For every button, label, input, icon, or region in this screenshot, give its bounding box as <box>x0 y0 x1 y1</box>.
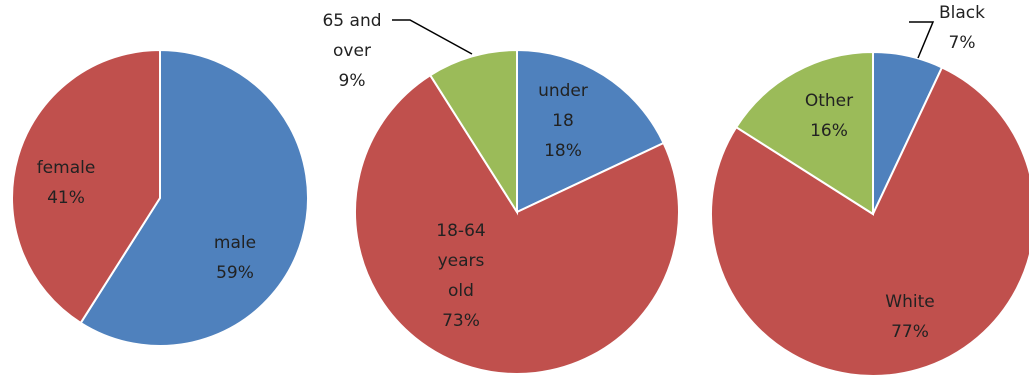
data-label-other: Other 16% <box>805 91 853 141</box>
pie-slice-65-and-over <box>428 48 518 216</box>
category-label-white: White <box>885 292 934 312</box>
data-label-under-18: under 18 18% <box>538 81 588 161</box>
value-label-under-18: 18% <box>544 141 582 161</box>
data-label-65-and-over: 65 and over 9% <box>322 11 381 91</box>
category-label-other: Other <box>805 91 853 111</box>
category-label-18-64-years-old: 18-64 <box>436 221 485 241</box>
category-label-under-18: 18 <box>552 111 574 131</box>
value-label-other: 16% <box>810 121 848 141</box>
value-label-65-and-over: 9% <box>339 71 366 91</box>
data-label-white: White 77% <box>885 292 934 342</box>
category-label-female: female <box>37 158 96 178</box>
pie-slice-male <box>79 48 309 347</box>
category-label-male: male <box>214 233 256 253</box>
category-label-18-64-years-old: years <box>438 251 485 271</box>
value-label-black: 7% <box>949 33 976 53</box>
category-label-under-18: under <box>538 81 588 101</box>
pie-chart-1: male 59% female 41% <box>11 48 309 347</box>
category-label-18-64-years-old: old <box>448 281 474 301</box>
pie-chart-2: under 18 18% 18-64 years old 73% 65 and over 9% <box>322 11 680 375</box>
pie-slice-18-64-years-old <box>354 73 680 375</box>
pie-slice-other <box>734 50 874 216</box>
data-label-black: Black 7% <box>939 3 985 53</box>
value-label-male: 59% <box>216 263 254 283</box>
leader-line <box>392 19 473 55</box>
category-label-black: Black <box>939 3 985 23</box>
pie-chart-3: Black 7% White 77% Other 16% <box>710 3 1029 377</box>
category-label-65-and-over: 65 and <box>322 11 381 31</box>
category-label-65-and-over: over <box>333 41 371 61</box>
data-label-male: male 59% <box>214 233 256 283</box>
pie-slice-white <box>710 66 1029 377</box>
leader-line <box>909 21 935 59</box>
pie-slice-female <box>11 48 161 325</box>
data-label-18-64-years-old: 18-64 years old 73% <box>436 221 485 331</box>
value-label-female: 41% <box>47 188 85 208</box>
value-label-18-64-years-old: 73% <box>442 311 480 331</box>
pie-slice-under-18 <box>516 48 665 214</box>
value-label-white: 77% <box>891 322 929 342</box>
data-label-female: female 41% <box>37 158 96 208</box>
